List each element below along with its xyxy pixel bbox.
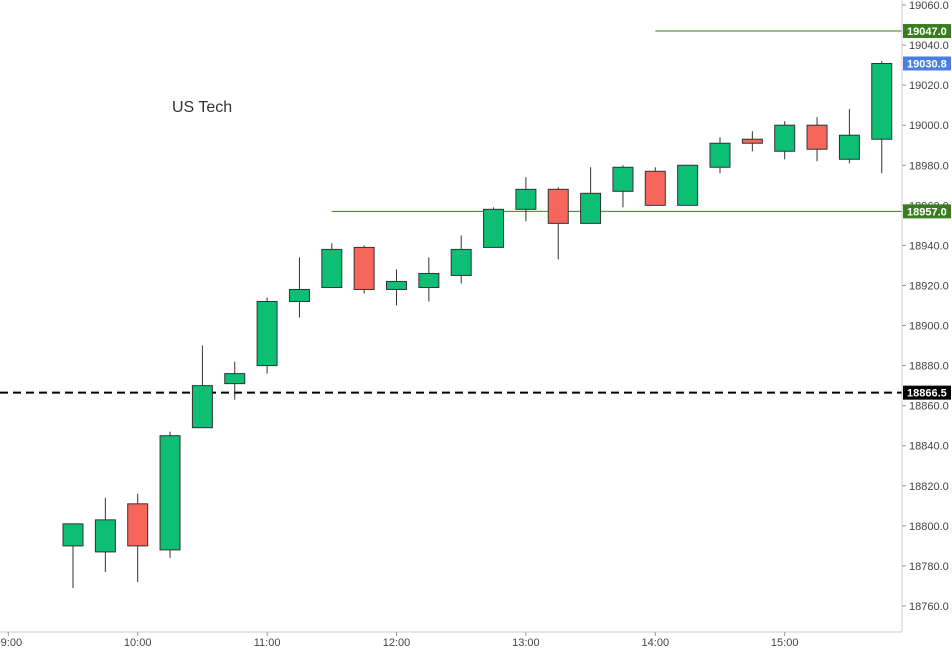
candle-11:30[interactable] (321, 243, 343, 288)
x-tick-label: 15:00 (771, 637, 799, 648)
price-badge-19047.0: 19047.0 (903, 24, 951, 39)
candle-13:15[interactable] (547, 187, 569, 260)
price-lines-layer (0, 30, 902, 394)
candle-15:30[interactable] (838, 109, 860, 164)
price-badge-bg (903, 56, 951, 71)
candle-11:15[interactable] (288, 257, 310, 318)
y-tick-label: 18940.0 (909, 240, 949, 252)
candle-13:30[interactable] (580, 167, 602, 224)
candle-10:45[interactable] (224, 361, 246, 400)
candle-body-up (838, 134, 860, 160)
candle-body-down (806, 124, 828, 150)
y-tick-label: 19060.0 (909, 0, 949, 12)
y-tick-label: 19020.0 (909, 80, 949, 92)
candle-body-down (127, 503, 149, 547)
candle-15:15[interactable] (806, 117, 828, 162)
x-axis[interactable]: 09:00 10:00 11:00 12:00 13:00 14:00 15:00 (0, 632, 798, 648)
candle-body-up (677, 164, 699, 206)
candle-14:30[interactable] (709, 137, 731, 174)
y-tick-label: 18780.0 (909, 561, 949, 573)
price-badge-label: 18957.0 (907, 206, 947, 218)
candle-body-up (62, 523, 84, 547)
candle-body-up (580, 192, 602, 224)
y-tick-label: 18760.0 (909, 601, 949, 613)
y-tick-label: 18840.0 (909, 441, 949, 453)
candle-10:30[interactable] (191, 345, 213, 429)
y-tick-label: 18820.0 (909, 481, 949, 493)
y-tick-label: 19000.0 (909, 120, 949, 132)
candle-body-up (515, 188, 537, 210)
x-tick-label: 11:00 (254, 637, 281, 648)
candle-body-up (224, 373, 246, 385)
chart-title: US Tech (172, 99, 232, 116)
candle-10:15[interactable] (159, 431, 181, 558)
y-tick-label: 18920.0 (909, 280, 949, 292)
candle-body-up (159, 435, 181, 551)
candle-11:00[interactable] (256, 297, 278, 374)
candle-body-up (774, 124, 796, 152)
candle-13:45[interactable] (612, 165, 634, 208)
price-badge-label: 19030.8 (907, 58, 947, 70)
y-tick-label: 19040.0 (909, 40, 949, 52)
price-badge-label: 18866.5 (907, 388, 947, 400)
price-badge-bg (903, 204, 951, 219)
x-tick-label: 10:00 (124, 637, 152, 648)
candle-15:00[interactable] (774, 121, 796, 160)
candle-body-up (256, 300, 278, 367)
y-axis[interactable]: 18760.0 18780.0 18800.0 18820.0 18840.0 18860… (902, 0, 949, 613)
candle-body-up (612, 166, 634, 192)
price-badge-19030.8: 19030.8 (903, 56, 951, 71)
candle-12:00[interactable] (386, 269, 407, 306)
candle-11:45[interactable] (353, 245, 375, 294)
candle-body-up (191, 385, 213, 429)
candle-body-down (353, 246, 375, 290)
candle-body-down (741, 138, 763, 144)
candle-14:45[interactable] (741, 131, 763, 152)
y-tick-label: 18880.0 (909, 361, 949, 373)
candle-14:15[interactable] (677, 164, 699, 206)
price-badge-18957.0: 18957.0 (903, 204, 951, 219)
candle-09:45[interactable] (94, 497, 116, 572)
candle-body-up (321, 248, 343, 288)
candle-14:00[interactable] (644, 167, 666, 206)
candle-body-up (709, 142, 731, 168)
x-tick-label: 09:00 (0, 637, 22, 648)
x-tick-label: 12:00 (383, 637, 411, 648)
y-tick-label: 18980.0 (909, 160, 949, 172)
y-tick-label: 18800.0 (909, 521, 949, 533)
price-badge-label: 19047.0 (907, 26, 947, 38)
price-badge-bg (903, 24, 951, 39)
candle-09:30[interactable] (62, 523, 84, 588)
candle-12:45[interactable] (483, 207, 505, 248)
price-badges: 19047.0 18957.0 18866.5 19030.8 (903, 24, 951, 400)
candle-10:00[interactable] (127, 493, 149, 582)
candle-12:15[interactable] (418, 257, 440, 302)
candle-13:00[interactable] (515, 177, 537, 222)
y-tick-label: 18900.0 (909, 321, 949, 333)
candle-body-up (483, 208, 505, 248)
candle-12:30[interactable] (450, 235, 472, 284)
x-tick-label: 14:00 (642, 637, 670, 648)
candle-body-up (450, 248, 472, 276)
candle-body-up (386, 280, 407, 290)
price-badge-18866.5: 18866.5 (903, 385, 951, 400)
candle-body-up (94, 519, 116, 553)
candle-body-up (871, 62, 893, 140)
candle-body-up (418, 272, 440, 288)
candle-body-down (547, 188, 569, 224)
candle-body-up (288, 288, 310, 302)
candle-15:45[interactable] (871, 61, 893, 174)
candles-layer (62, 61, 893, 588)
price-badge-bg (903, 385, 951, 400)
candle-body-down (644, 170, 666, 206)
x-tick-label: 13:00 (512, 637, 540, 648)
y-tick-label: 18860.0 (909, 401, 949, 413)
